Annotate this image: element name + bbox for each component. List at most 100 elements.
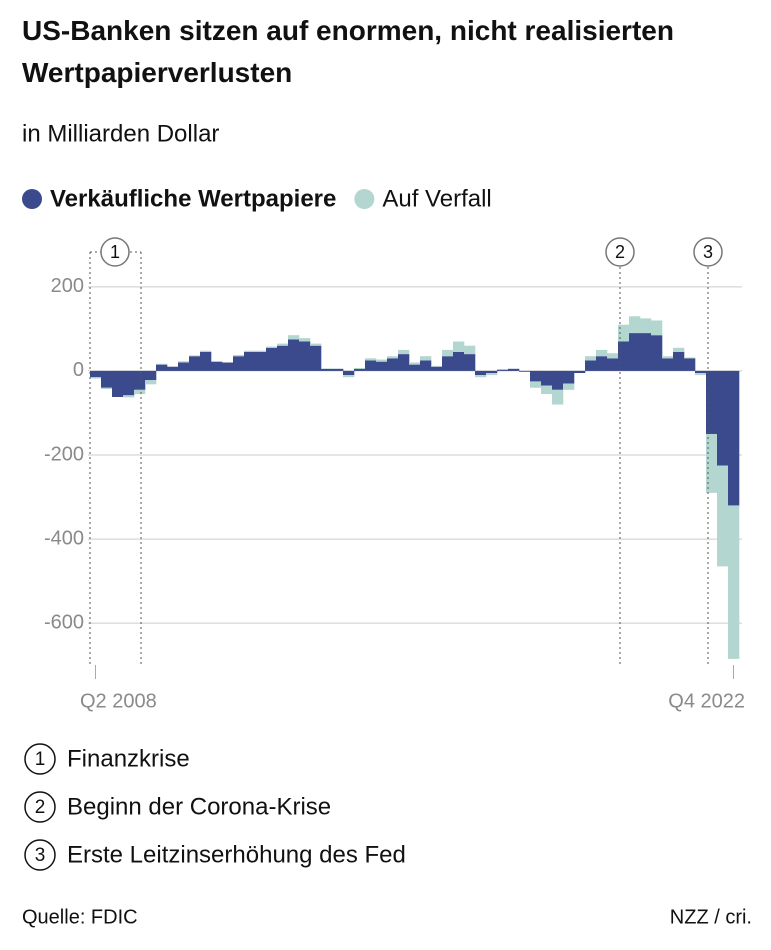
note-circle [24,791,56,823]
bar [486,370,498,374]
y-tick-label: -200 [44,443,84,465]
title-line: US-Banken sitzen auf enormen, nicht real… [22,15,674,46]
subtitle: in Milliarden Dollar [22,120,219,147]
bar [255,350,267,352]
bar [541,385,553,395]
bar [464,345,476,355]
bar [310,343,322,346]
note-number: 2 [35,797,46,818]
bar [299,341,311,371]
bar [134,370,146,390]
bar [233,356,245,371]
y-tick-label: -400 [44,527,84,549]
bar [299,338,311,342]
bar [222,362,234,371]
note-text: Beginn der Corona-Krise [67,793,331,820]
note-number: 1 [35,749,46,770]
bar [629,316,641,334]
bar [90,377,102,379]
chart-title: US-Banken sitzen auf enormen, nicht real… [22,15,674,88]
bar [332,368,344,371]
bar [475,375,487,378]
bar [673,347,685,352]
bar [596,356,608,371]
bar [585,360,597,371]
bar [728,505,740,659]
bar [552,370,564,390]
bar [156,364,168,371]
bar [552,389,564,405]
bar [123,395,135,398]
bar [277,345,289,371]
bar [728,370,740,506]
bar [398,354,410,371]
bar [365,360,377,371]
bar [420,360,432,371]
bar [431,366,443,371]
legend-swatch [354,189,375,209]
bar [310,345,322,371]
bar [409,362,421,365]
bar [189,356,201,371]
bar [684,358,696,371]
bar [442,349,454,357]
y-tick-label: 200 [51,275,84,297]
bar [563,370,575,384]
bar [167,366,179,371]
bar [629,333,641,371]
bar [640,318,652,334]
bar [211,361,223,371]
bar [607,358,619,371]
bar [387,358,399,371]
bar [376,359,388,362]
bar [90,370,102,378]
bar [200,352,212,371]
bar [684,357,696,359]
bar [233,354,245,357]
bar [497,369,509,371]
bar [618,324,630,342]
bar [156,363,168,365]
bar [453,341,465,352]
bar [673,352,685,371]
bar [343,370,355,376]
bar [717,465,729,567]
bar [530,370,542,382]
annotation-number: 1 [110,242,120,262]
source: Quelle: FDIC [22,906,138,928]
bar [695,370,707,374]
bar [519,370,531,372]
bar [442,356,454,371]
bar [618,341,630,371]
bar [453,352,465,371]
bar [640,333,652,371]
bar [398,349,410,355]
credit: NZZ / cri. [670,906,752,928]
bar [134,389,146,395]
bar [189,355,201,357]
title-line: Wertpapierverlusten [22,57,292,88]
y-tick-label: -600 [44,611,84,633]
annotation-circle [693,237,723,267]
bar [354,368,366,371]
bar [486,373,498,376]
annotation-circle [100,237,130,267]
bar [266,346,278,348]
bar [266,347,278,371]
bar [607,353,619,359]
bar [651,320,663,336]
bar [706,433,718,493]
bar [244,350,256,352]
bar [409,364,421,371]
note-number: 3 [35,845,46,866]
bar [574,370,586,374]
note-text: Erste Leitzinserhöhung des Fed [67,841,406,868]
bar [277,343,289,346]
bar [387,356,399,359]
bar [420,356,432,361]
bar [288,335,300,340]
annotation-number: 2 [615,242,625,262]
bar [464,354,476,371]
bar [563,383,575,390]
